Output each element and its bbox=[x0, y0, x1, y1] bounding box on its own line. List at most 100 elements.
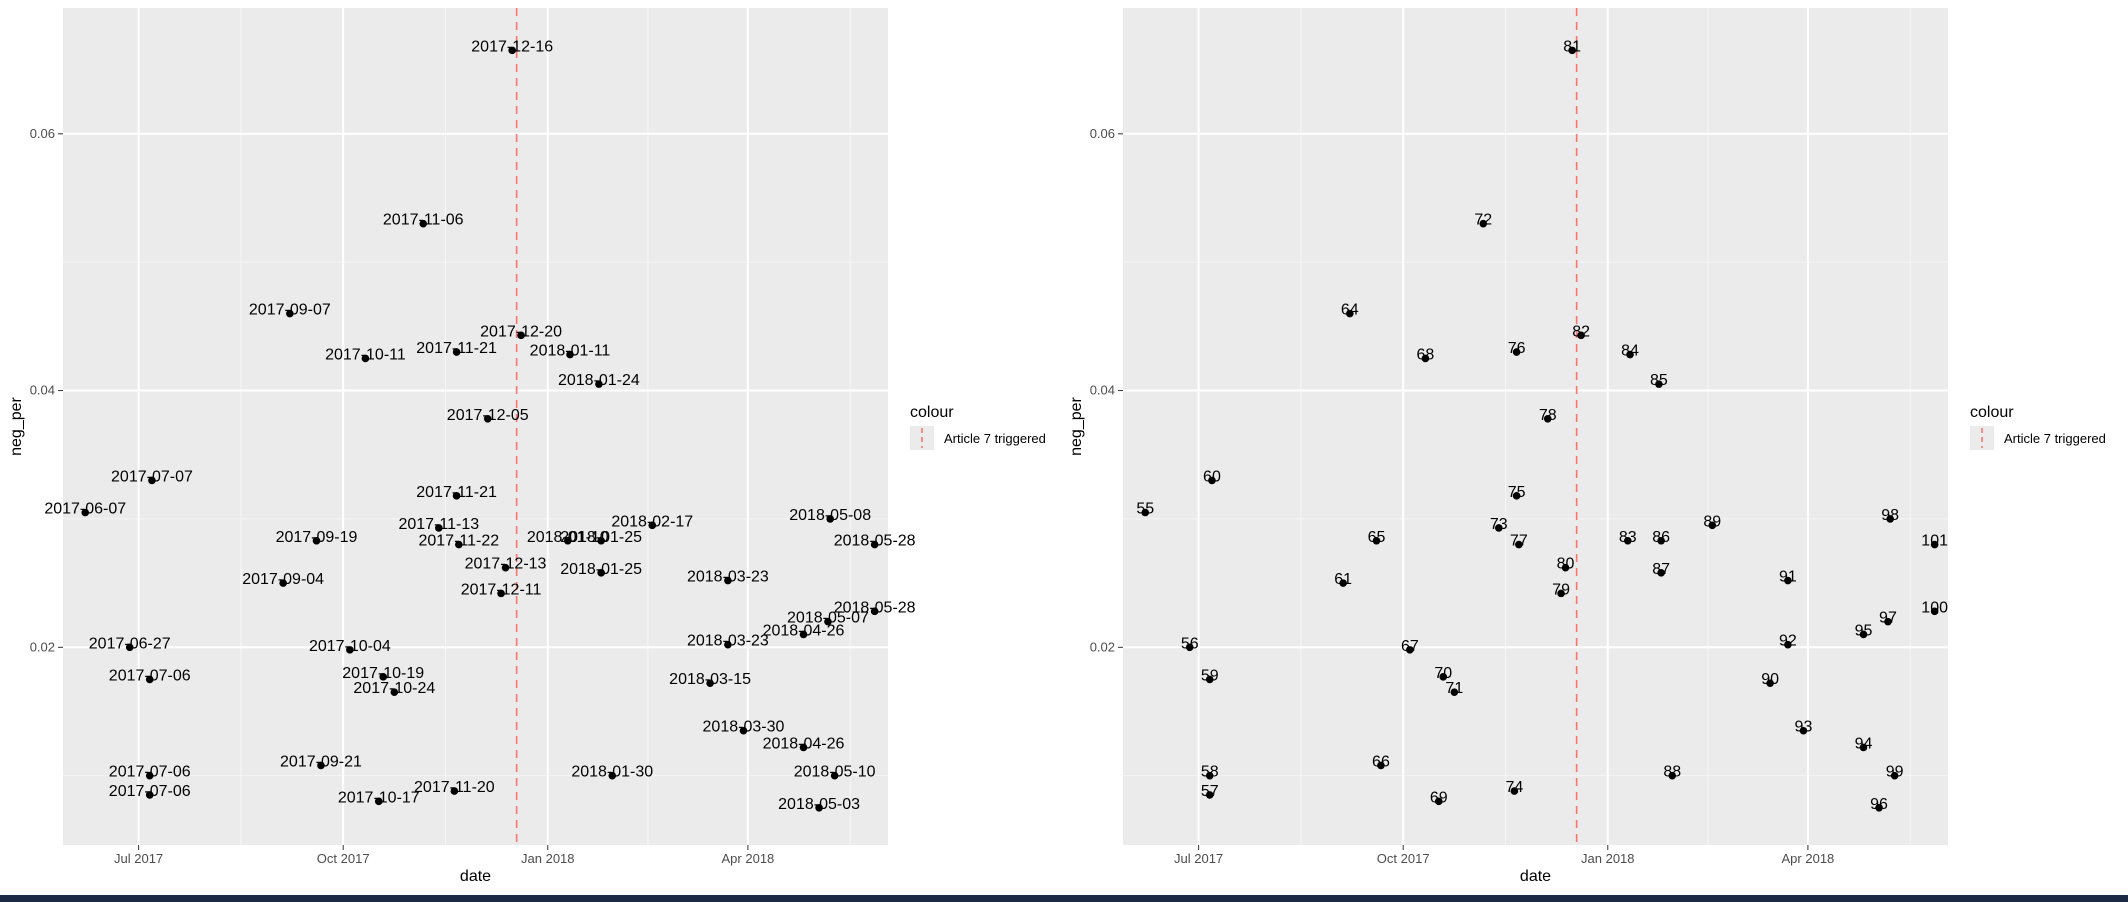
point-label: 2018-03-23 bbox=[687, 633, 769, 650]
point-label: 2017-11-13 bbox=[398, 516, 479, 533]
data-point bbox=[1512, 348, 1521, 356]
point-label: 97 bbox=[1879, 610, 1897, 627]
point-label: 99 bbox=[1886, 764, 1904, 781]
point-label: 2017-11-20 bbox=[414, 779, 495, 796]
data-point bbox=[1205, 791, 1214, 799]
point-label: 2018-01-25 bbox=[560, 529, 642, 546]
point-label: 2018-05-10 bbox=[794, 764, 876, 781]
point-label: 83 bbox=[1619, 529, 1637, 546]
data-point bbox=[870, 540, 879, 549]
y-tick-label: 0.04 bbox=[1090, 383, 1115, 398]
data-point bbox=[1557, 589, 1565, 598]
data-point bbox=[450, 787, 459, 795]
point-label: 2017-09-04 bbox=[242, 571, 324, 588]
point-label: 61 bbox=[1334, 571, 1352, 588]
y-tick-label: 0.02 bbox=[30, 639, 55, 654]
point-label: 98 bbox=[1881, 507, 1899, 524]
point-label: 2017-11-22 bbox=[418, 533, 499, 550]
data-point bbox=[1886, 515, 1894, 523]
data-point bbox=[145, 791, 154, 799]
point-label: 2018-05-03 bbox=[778, 796, 860, 813]
point-label: 2017-12-20 bbox=[480, 323, 562, 340]
data-point bbox=[1930, 607, 1939, 616]
chart-panel-1: Jul 2017 Oct 2017 Jan 2018 Apr 2018 0.02 0.04… bbox=[8, 8, 1046, 885]
point-label: 77 bbox=[1510, 533, 1528, 550]
point-label: 60 bbox=[1203, 468, 1221, 485]
data-point bbox=[497, 589, 505, 598]
point-label: 72 bbox=[1474, 212, 1492, 229]
data-point bbox=[517, 331, 525, 340]
data-point bbox=[312, 536, 321, 545]
legend-title: colour bbox=[910, 404, 954, 421]
point-label: 67 bbox=[1401, 638, 1419, 655]
x-tick-label: Apr 2018 bbox=[722, 851, 775, 866]
point-label: 2018-05-07 bbox=[787, 610, 869, 627]
data-point bbox=[1657, 536, 1665, 545]
data-point bbox=[608, 771, 617, 780]
point-label: 87 bbox=[1652, 561, 1670, 578]
point-label: 85 bbox=[1650, 372, 1668, 389]
data-point bbox=[826, 515, 834, 523]
data-point bbox=[1859, 630, 1868, 639]
point-label: 2018-04-26 bbox=[763, 622, 845, 639]
point-label: 2018-03-30 bbox=[703, 719, 785, 736]
point-label: 2018-01-30 bbox=[571, 764, 653, 781]
data-point bbox=[361, 354, 370, 363]
data-point bbox=[1141, 508, 1150, 517]
point-label: 70 bbox=[1434, 665, 1452, 682]
point-label: 2018-01-24 bbox=[558, 372, 640, 389]
data-point bbox=[1657, 569, 1665, 577]
x-tick-label: Jan 2018 bbox=[521, 851, 575, 866]
data-point bbox=[595, 380, 603, 388]
data-point bbox=[566, 350, 574, 359]
point-label: 90 bbox=[1761, 671, 1779, 688]
data-point bbox=[145, 771, 154, 780]
data-point bbox=[1884, 617, 1892, 626]
data-point bbox=[379, 673, 388, 681]
data-point bbox=[279, 579, 287, 587]
data-point bbox=[455, 540, 463, 549]
point-label: 66 bbox=[1372, 753, 1390, 770]
data-point bbox=[563, 536, 572, 545]
point-label: 2017-10-19 bbox=[342, 665, 424, 682]
data-point bbox=[1479, 219, 1488, 228]
data-point bbox=[1799, 726, 1808, 735]
data-point bbox=[286, 309, 294, 318]
data-point bbox=[1495, 524, 1503, 532]
point-label: 2018-02-17 bbox=[611, 513, 693, 530]
x-tick-label: Jul 2017 bbox=[114, 851, 163, 866]
legend-label: Article 7 triggered bbox=[2004, 431, 2106, 446]
point-label: 78 bbox=[1539, 407, 1557, 424]
point-label: 58 bbox=[1201, 764, 1219, 781]
point-label: 73 bbox=[1490, 516, 1508, 533]
point-label: 2017-10-04 bbox=[309, 638, 391, 655]
data-point bbox=[1766, 679, 1774, 688]
point-label: 81 bbox=[1563, 38, 1581, 55]
data-point bbox=[390, 688, 399, 697]
data-point bbox=[1626, 350, 1634, 359]
data-point bbox=[1372, 536, 1381, 545]
point-label: 100 bbox=[1921, 599, 1948, 616]
point-label: 2017-06-27 bbox=[89, 635, 171, 652]
data-point bbox=[1568, 46, 1576, 55]
y-axis-title: neg_per bbox=[8, 396, 25, 455]
data-point bbox=[830, 771, 839, 780]
point-label: 65 bbox=[1368, 529, 1386, 546]
point-label: 2017-10-24 bbox=[353, 680, 435, 697]
data-point bbox=[1708, 521, 1717, 530]
y-tick-label: 0.06 bbox=[30, 126, 55, 141]
point-label: 56 bbox=[1181, 635, 1199, 652]
point-label: 84 bbox=[1621, 343, 1639, 360]
data-point bbox=[1577, 331, 1585, 340]
point-label: 2017-07-07 bbox=[111, 468, 193, 485]
legend-label: Article 7 triggered bbox=[944, 431, 1046, 446]
data-point bbox=[452, 348, 461, 356]
point-label: 89 bbox=[1703, 513, 1721, 530]
point-label: 71 bbox=[1445, 680, 1463, 697]
point-label: 2018-03-15 bbox=[669, 671, 751, 688]
point-label: 2017-06-07 bbox=[44, 501, 126, 518]
point-label: 2018-05-28 bbox=[834, 599, 916, 616]
x-tick-label: Oct 2017 bbox=[317, 851, 370, 866]
data-point bbox=[648, 521, 657, 530]
